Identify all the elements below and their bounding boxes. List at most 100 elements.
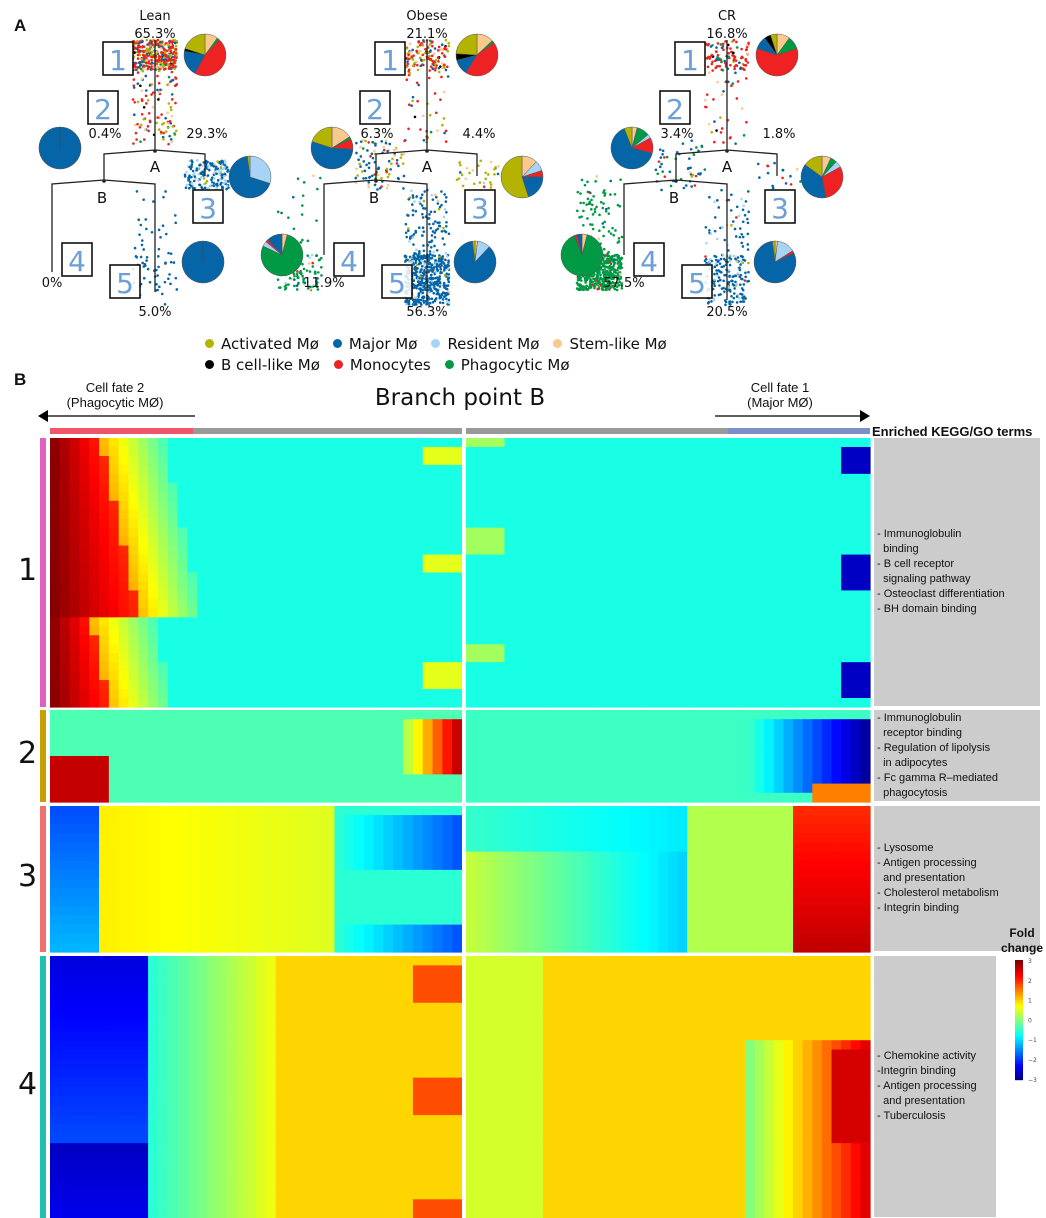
heatmap-cell bbox=[236, 491, 247, 502]
heatmap-cell bbox=[354, 464, 365, 475]
heatmap-cell bbox=[504, 536, 515, 547]
heatmap-cell bbox=[687, 599, 698, 609]
heatmap-cell bbox=[187, 608, 198, 618]
heatmap-cell bbox=[725, 464, 736, 475]
heatmap-cell bbox=[285, 527, 296, 538]
heatmap-cell bbox=[354, 608, 365, 618]
heatmap-cell bbox=[619, 635, 631, 645]
heatmap-cell bbox=[514, 455, 525, 466]
heatmap-cell bbox=[783, 482, 794, 493]
heatmap-cell bbox=[108, 536, 120, 547]
heatmap-cell bbox=[59, 572, 71, 583]
heatmap-cell bbox=[69, 536, 81, 547]
heatmap-cell bbox=[706, 572, 717, 583]
heatmap-cell bbox=[344, 572, 355, 583]
heatmap-cell bbox=[562, 626, 573, 636]
heatmap-cell bbox=[393, 482, 404, 493]
heatmap-cell bbox=[716, 482, 727, 493]
heatmap-cell bbox=[677, 527, 688, 538]
heatmap-cell bbox=[552, 608, 563, 618]
heatmap-cell bbox=[177, 438, 188, 448]
heatmap-cell bbox=[562, 491, 573, 502]
heatmap-cell bbox=[610, 572, 621, 583]
heatmap-cell bbox=[696, 473, 708, 484]
heatmap-cell bbox=[295, 590, 306, 600]
heatmap-cell bbox=[591, 527, 602, 538]
heatmap-cell bbox=[412, 518, 424, 529]
heatmap-cell bbox=[831, 536, 842, 547]
heatmap-cell bbox=[668, 572, 679, 583]
heatmap-cell bbox=[841, 464, 852, 475]
heatmap-cell bbox=[735, 590, 746, 600]
heatmap-cell bbox=[383, 464, 394, 475]
heatmap-cell bbox=[504, 473, 515, 484]
heatmap-cell bbox=[138, 500, 149, 511]
heatmap-cell bbox=[256, 446, 267, 457]
cell-point bbox=[149, 41, 153, 44]
heatmap-cell bbox=[687, 527, 698, 538]
heatmap-cell bbox=[475, 590, 486, 600]
heatmap-cell bbox=[69, 464, 81, 475]
heatmap-cell bbox=[812, 518, 823, 529]
heatmap-cell bbox=[610, 518, 621, 529]
heatmap-cell bbox=[403, 635, 414, 645]
heatmap-cell bbox=[571, 554, 583, 565]
heatmap-cell bbox=[648, 438, 659, 448]
heatmap-cell bbox=[802, 554, 813, 565]
heatmap-cell bbox=[860, 626, 871, 636]
heatmap-cell bbox=[706, 590, 717, 600]
heatmap-cell bbox=[275, 446, 287, 457]
heatmap-cell bbox=[629, 608, 640, 618]
heatmap-cell bbox=[735, 599, 746, 609]
heatmap-cell bbox=[600, 491, 611, 502]
heatmap-cell bbox=[648, 482, 659, 493]
heatmap-cell bbox=[831, 500, 842, 511]
heatmap-cell bbox=[452, 626, 463, 636]
heatmap-cell bbox=[754, 572, 765, 583]
heatmap-cell bbox=[504, 662, 515, 672]
heatmap-cell bbox=[305, 635, 316, 645]
heatmap-cell bbox=[354, 438, 365, 448]
heatmap-cell bbox=[831, 518, 842, 529]
heatmap-cell bbox=[422, 581, 434, 592]
heatmap-cell bbox=[648, 599, 659, 609]
heatmap-cell bbox=[197, 563, 208, 574]
heatmap-cell bbox=[373, 590, 385, 600]
heatmap-cell bbox=[475, 536, 486, 547]
heatmap-cell bbox=[591, 491, 602, 502]
heatmap-cell bbox=[687, 635, 698, 645]
heatmap-cell bbox=[187, 438, 198, 448]
heatmap-cell bbox=[600, 626, 611, 636]
heatmap-cell bbox=[295, 491, 306, 502]
heatmap-cell bbox=[562, 464, 573, 475]
heatmap-cell bbox=[275, 491, 287, 502]
heatmap-cell bbox=[275, 518, 287, 529]
heatmap-cell bbox=[363, 626, 375, 636]
heatmap-cell bbox=[571, 599, 583, 609]
heatmap-cell bbox=[177, 527, 188, 538]
heatmap-cell bbox=[591, 626, 602, 636]
heatmap-cell bbox=[256, 563, 267, 574]
heatmap-cell bbox=[552, 617, 563, 627]
fate-2-bar bbox=[50, 428, 193, 434]
heatmap-cell bbox=[494, 635, 506, 645]
heatmap-cell bbox=[668, 455, 679, 466]
heatmap-cell bbox=[148, 635, 159, 645]
heatmap-cell bbox=[412, 617, 424, 627]
heatmap-cell bbox=[236, 563, 247, 574]
heatmap-cell bbox=[295, 554, 306, 565]
heatmap-cell bbox=[344, 590, 355, 600]
heatmap-cell bbox=[246, 527, 257, 538]
heatmap-cell bbox=[591, 572, 602, 583]
heatmap-cell bbox=[504, 581, 515, 592]
heatmap-cell bbox=[354, 554, 365, 565]
heatmap-cell bbox=[403, 617, 414, 627]
heatmap-cell bbox=[99, 608, 110, 618]
heatmap-cell bbox=[118, 500, 130, 511]
heatmap-cell bbox=[373, 491, 385, 502]
heatmap-cell bbox=[216, 572, 228, 583]
heatmap-cell bbox=[581, 563, 592, 574]
heatmap-cell bbox=[108, 518, 120, 529]
heatmap-cell bbox=[706, 545, 717, 556]
heatmap-cell bbox=[610, 626, 621, 636]
